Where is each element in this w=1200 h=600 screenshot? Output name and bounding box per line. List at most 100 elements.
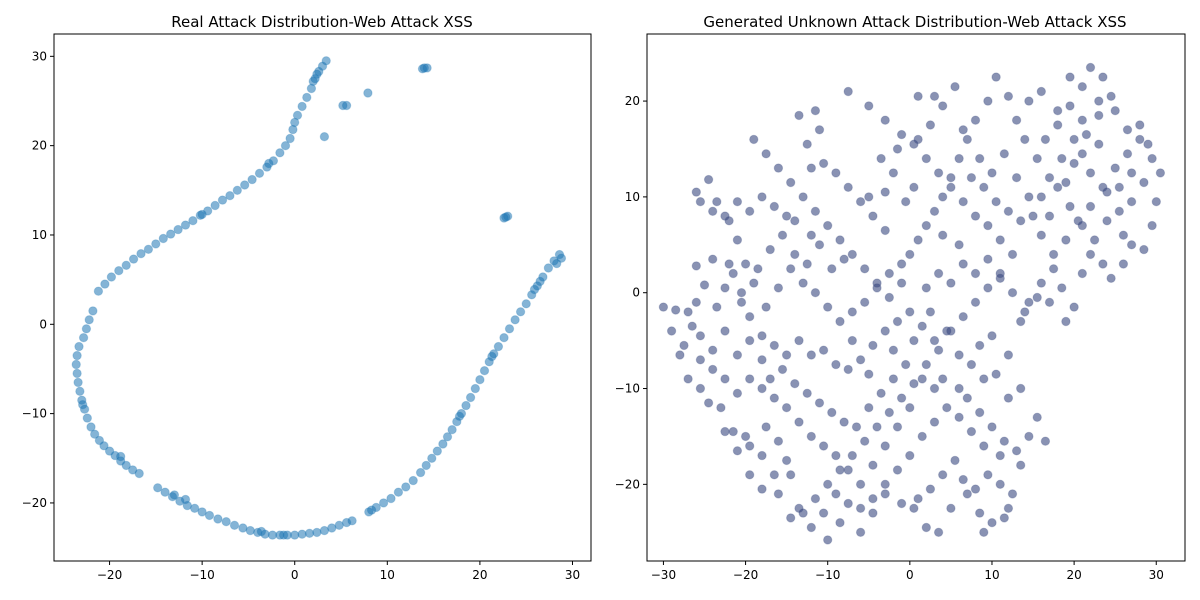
data-point — [823, 302, 833, 312]
data-point — [835, 465, 845, 475]
data-point — [158, 233, 169, 244]
plot-frame — [646, 33, 1186, 562]
data-point — [421, 460, 431, 471]
data-point — [84, 315, 94, 325]
data-point — [958, 312, 968, 322]
data-point — [777, 364, 788, 375]
data-point — [232, 185, 243, 196]
data-point — [810, 494, 821, 504]
data-point — [954, 350, 964, 360]
data-point — [197, 209, 207, 220]
data-point — [933, 527, 944, 537]
data-point — [769, 340, 779, 351]
data-point — [81, 324, 92, 334]
data-point — [75, 386, 85, 396]
data-point — [658, 302, 669, 312]
data-point — [720, 326, 730, 336]
data-point — [794, 335, 804, 346]
data-point — [1061, 177, 1071, 188]
data-point — [921, 220, 931, 231]
data-point — [72, 368, 82, 379]
data-point — [72, 350, 82, 361]
data-point — [136, 249, 146, 259]
x-tick-label: −20 — [97, 568, 122, 582]
data-point — [695, 197, 706, 207]
data-point — [975, 407, 985, 418]
data-point — [938, 374, 948, 384]
data-point — [950, 455, 960, 466]
data-point — [679, 340, 689, 351]
data-point — [393, 487, 404, 497]
data-point — [432, 446, 442, 456]
y-tick-label: 0 — [632, 286, 640, 300]
data-point — [814, 125, 825, 135]
data-point — [1102, 187, 1112, 197]
data-point — [1036, 230, 1047, 240]
data-point — [888, 374, 899, 384]
data-point — [921, 283, 931, 293]
data-point — [929, 383, 940, 394]
data-point — [415, 467, 426, 478]
data-point — [708, 254, 718, 264]
data-point — [1106, 273, 1116, 283]
data-point — [1024, 431, 1034, 442]
x-tick-label: −20 — [733, 568, 758, 582]
data-point — [213, 514, 223, 524]
data-point — [946, 326, 956, 336]
data-point — [442, 432, 453, 442]
data-point — [831, 489, 841, 499]
data-point — [720, 374, 730, 384]
data-point — [827, 264, 837, 274]
data-point — [843, 364, 853, 375]
data-point — [806, 522, 816, 533]
data-point — [134, 468, 144, 479]
data-point — [745, 206, 755, 217]
data-point — [708, 345, 718, 355]
data-point — [1053, 182, 1063, 193]
data-point — [860, 264, 870, 274]
data-point — [843, 498, 853, 509]
data-point — [946, 503, 956, 513]
data-point — [818, 345, 829, 355]
data-point — [896, 393, 907, 403]
x-tick-label: 20 — [472, 568, 487, 582]
y-tick-label: −20 — [22, 496, 47, 510]
data-point — [736, 297, 747, 307]
data-point — [1032, 292, 1042, 303]
data-point — [173, 224, 183, 235]
data-point — [843, 182, 853, 193]
data-point — [703, 174, 714, 185]
data-point — [128, 465, 138, 475]
data-point — [720, 283, 730, 293]
data-point — [732, 235, 743, 245]
data-point — [683, 307, 693, 317]
data-point — [884, 268, 894, 279]
data-point — [847, 450, 857, 461]
data-point — [905, 403, 915, 413]
data-point — [716, 403, 726, 413]
x-tick-label: 20 — [1066, 568, 1081, 582]
data-point — [1126, 197, 1137, 207]
data-point — [872, 283, 882, 293]
y-tick-label: 10 — [625, 190, 640, 204]
x-tick-label: −10 — [189, 568, 214, 582]
y-tick-label: 10 — [32, 228, 47, 242]
data-point — [1081, 129, 1092, 140]
data-point — [823, 220, 833, 231]
data-point — [942, 403, 952, 413]
data-point — [1077, 220, 1088, 231]
data-point — [864, 369, 874, 379]
data-point — [913, 235, 923, 245]
data-point — [745, 441, 755, 451]
data-point — [499, 333, 509, 343]
data-point — [732, 197, 743, 207]
data-point — [1098, 72, 1108, 82]
data-point — [855, 503, 866, 513]
data-point — [1069, 158, 1079, 169]
data-point — [240, 180, 250, 190]
data-point — [90, 429, 100, 439]
data-point — [221, 517, 231, 527]
data-point — [868, 340, 878, 351]
data-point — [818, 441, 829, 451]
data-point — [708, 206, 718, 217]
